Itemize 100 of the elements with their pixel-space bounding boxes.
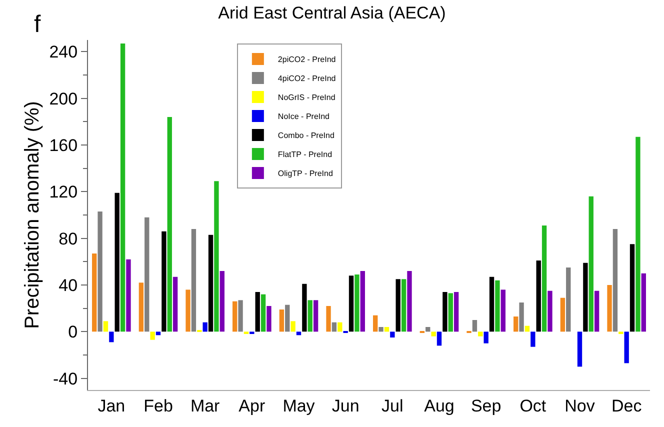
bar [542,226,547,332]
bar [302,284,307,332]
bar [442,292,448,332]
y-tick-label: 0 [68,322,78,342]
x-tick-label: Nov [564,396,596,416]
bar [489,276,494,332]
bar [338,322,342,332]
bar [220,271,224,332]
chart-title: Arid East Central Asia (AECA) [218,3,446,22]
bar [92,254,97,332]
y-tick-label: 160 [49,136,78,155]
y-tick-label: 240 [49,42,78,62]
bar [583,262,588,332]
text: f [34,11,41,38]
y-tick-label: -40 [53,369,78,388]
bar [208,234,214,332]
bar [454,292,459,332]
y-tick-label: 80 [58,229,78,248]
legend-label: Combo - PreInd [278,131,334,140]
bar [285,304,290,332]
y-axis-title: Precipitation anomaly (%) [22,101,44,329]
bar [103,321,108,332]
x-tick-label: Dec [611,396,642,416]
bar [202,322,208,332]
bar [308,300,312,332]
bar [548,290,552,332]
bar [232,301,238,332]
bar [607,285,612,332]
bar [167,117,172,332]
bar [348,276,354,332]
legend-label: FlatTP - PreInd [278,150,332,160]
bar [426,327,430,332]
bar [514,316,518,332]
bar [354,274,360,332]
x-tick-label: Mar [190,396,220,416]
bar [641,273,646,332]
bar [360,271,365,332]
bar [98,212,102,332]
bar [326,306,331,332]
bar [260,294,266,332]
bar [332,322,337,332]
bar [536,260,541,332]
x-tick-label: Jun [332,396,360,416]
bar [636,136,640,332]
bar [214,181,219,332]
bar [114,192,120,332]
bar [588,196,594,332]
bar [530,332,536,347]
bar [519,302,524,332]
bar [396,279,400,332]
y-tick-label: 200 [49,89,78,108]
bar [612,229,618,332]
bar [144,217,150,332]
bar [109,332,114,342]
legend-label: 2piCO2 - PreInd [278,55,336,64]
legend-label: NoGrIS - PreInd [278,93,336,102]
y-tick-label: 120 [49,182,78,202]
bar [431,332,436,336]
bar [407,271,412,332]
x-tick-label: Oct [520,396,546,416]
bar [630,244,635,332]
bar [162,231,166,332]
bar [138,282,144,332]
bar [313,300,318,332]
bar [238,300,243,332]
bar [373,315,378,332]
x-tick-label: Apr [238,396,266,416]
bar [577,332,582,367]
bar [594,290,600,332]
bar [566,268,571,332]
bar [448,293,453,332]
bar [172,276,178,332]
bar [401,279,406,332]
bar [624,332,629,364]
bar [126,259,131,332]
bar [150,332,155,340]
bar [524,326,530,332]
bar [390,332,395,338]
bar [484,332,488,344]
bar [472,320,478,332]
legend-label: OligTP - PreInd [278,169,333,178]
legend-label: 4piCO2 - PreInd [278,74,336,84]
bar [436,332,442,346]
bar [478,332,483,336]
bar [296,332,302,336]
bar [120,44,126,332]
x-tick-label: Jan [98,396,126,416]
bar [560,298,566,332]
y-tick-label: 40 [58,276,78,295]
bar [290,321,296,332]
bar [279,310,284,332]
bar [495,280,500,332]
bar [500,290,506,332]
bar [378,327,384,332]
bar [255,292,260,332]
bar [384,327,390,332]
legend-label: NoIce - PreInd [278,112,330,122]
x-tick-label: Sep [470,396,502,416]
x-tick-label: Aug [424,396,454,416]
x-tick-label: Jul [382,396,404,416]
